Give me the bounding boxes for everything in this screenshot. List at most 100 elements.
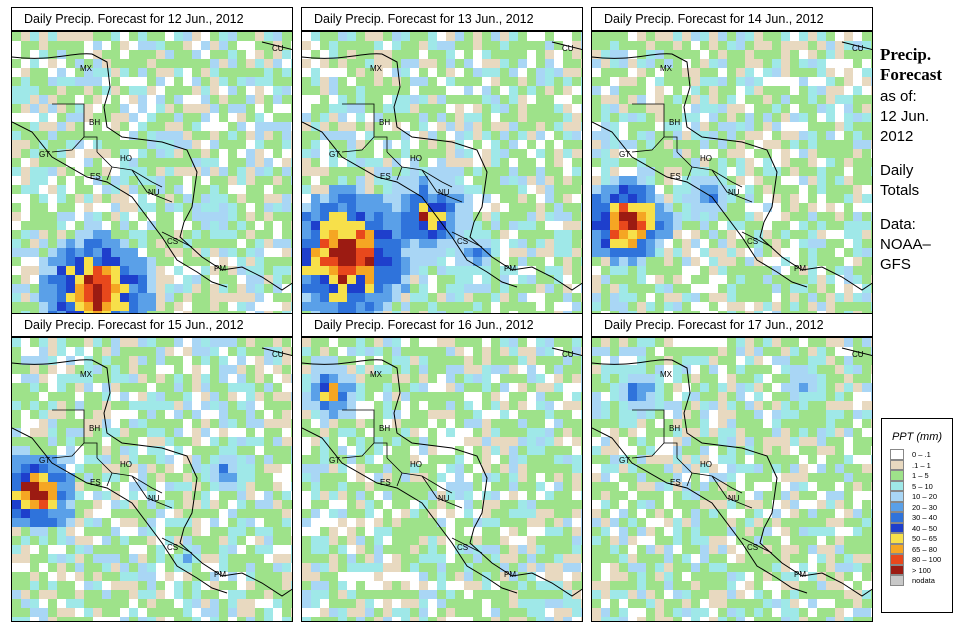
country-label: MX <box>660 370 672 379</box>
country-label: NU <box>438 494 450 503</box>
panel-title: Daily Precip. Forecast for 14 Jun., 2012 <box>591 7 873 31</box>
country-label: CS <box>457 237 469 246</box>
legend-swatch <box>890 554 904 565</box>
legend-swatch <box>890 501 904 512</box>
legend-swatch <box>890 470 904 481</box>
country-label: BH <box>379 424 391 433</box>
country-label: HO <box>700 154 712 163</box>
legend-swatch <box>890 449 904 460</box>
country-label: MX <box>370 64 382 73</box>
legend-label: > 100 <box>912 565 931 575</box>
country-label: NU <box>148 494 160 503</box>
country-label: PM <box>794 264 806 273</box>
country-label: GT <box>329 150 341 159</box>
country-label: PM <box>794 570 806 579</box>
legend-row: 20 – 30 <box>882 501 952 512</box>
legend-row: 10 – 20 <box>882 491 952 502</box>
forecast-panel: Daily Precip. Forecast for 15 Jun., 2012… <box>11 313 293 622</box>
country-label: ES <box>380 172 391 181</box>
panel-title: Daily Precip. Forecast for 17 Jun., 2012 <box>591 313 873 337</box>
legend-row: 80 – 100 <box>882 554 952 565</box>
asof-year: 2012 <box>880 128 914 145</box>
country-label: CS <box>167 543 179 552</box>
country-label: HO <box>410 460 422 469</box>
legend-row: 50 – 65 <box>882 533 952 544</box>
country-label: BH <box>669 118 681 127</box>
data-label: Data: <box>880 216 916 233</box>
precip-map: MX CU BH GT HO ES NU CS PM <box>301 337 583 622</box>
precip-map: MX CU BH GT HO ES NU CS PM <box>301 31 583 316</box>
country-label: PM <box>504 570 516 579</box>
legend-swatch <box>890 459 904 470</box>
legend-row: 5 – 10 <box>882 480 952 491</box>
country-label: HO <box>120 154 132 163</box>
totals-label-2: Totals <box>880 182 920 199</box>
country-label: CU <box>272 44 284 53</box>
legend-label: 20 – 30 <box>912 502 938 512</box>
panel-title: Daily Precip. Forecast for 15 Jun., 2012 <box>11 313 293 337</box>
legend-swatch <box>890 512 904 523</box>
country-label: NU <box>728 494 740 503</box>
country-label: BH <box>669 424 681 433</box>
country-label: NU <box>148 188 160 197</box>
country-label: NU <box>438 188 450 197</box>
country-label: BH <box>89 118 101 127</box>
country-label: BH <box>379 118 391 127</box>
side-title-line1: Precip. <box>880 45 932 64</box>
country-label: ES <box>380 478 391 487</box>
panel-title: Daily Precip. Forecast for 16 Jun., 2012 <box>301 313 583 337</box>
country-label: ES <box>90 478 101 487</box>
legend-row: 40 – 50 <box>882 522 952 533</box>
country-label: CS <box>167 237 179 246</box>
country-label: GT <box>619 456 631 465</box>
legend-row: nodata <box>882 575 952 586</box>
side-title-line2: Forecast <box>880 65 942 84</box>
country-label: CU <box>562 44 574 53</box>
country-label: CU <box>562 350 574 359</box>
country-label: ES <box>670 478 681 487</box>
asof-label: as of: <box>880 88 917 105</box>
legend-label: 5 – 10 <box>912 481 933 491</box>
country-label: MX <box>80 64 92 73</box>
country-label: PM <box>214 264 226 273</box>
asof-date: 12 Jun. <box>880 108 930 125</box>
legend-swatch <box>890 575 904 586</box>
precip-map: MX CU BH GT HO ES NU CS PM <box>11 31 293 316</box>
legend-row: 0 – .1 <box>882 449 952 460</box>
legend-label: 0 – .1 <box>912 450 931 459</box>
forecast-panel: Daily Precip. Forecast for 13 Jun., 2012… <box>301 7 583 316</box>
legend-swatch <box>890 564 904 575</box>
country-label: HO <box>120 460 132 469</box>
country-label: PM <box>214 570 226 579</box>
legend-label: 80 – 100 <box>912 555 942 564</box>
legend-label: 50 – 65 <box>912 534 938 543</box>
legend-label: nodata <box>912 576 935 585</box>
country-label: MX <box>80 370 92 379</box>
forecast-panel: Daily Precip. Forecast for 12 Jun., 2012… <box>11 7 293 316</box>
country-label: BH <box>89 424 101 433</box>
legend-swatch <box>890 533 904 544</box>
country-label: ES <box>90 172 101 181</box>
country-label: HO <box>700 460 712 469</box>
data-source-1: NOAA– <box>880 236 931 253</box>
precip-map: MX CU BH GT HO ES NU CS PM <box>591 337 873 622</box>
country-label: PM <box>504 264 516 273</box>
forecast-panel: Daily Precip. Forecast for 14 Jun., 2012… <box>591 7 873 316</box>
panel-title: Daily Precip. Forecast for 13 Jun., 2012 <box>301 7 583 31</box>
legend-label: 65 – 80 <box>912 544 938 554</box>
legend-label: 40 – 50 <box>912 523 938 533</box>
country-label: MX <box>660 64 672 73</box>
panel-title: Daily Precip. Forecast for 12 Jun., 2012 <box>11 7 293 31</box>
legend-row: 65 – 80 <box>882 543 952 554</box>
country-label: GT <box>329 456 341 465</box>
legend-title: PPT (mm) <box>891 431 943 443</box>
country-label: GT <box>39 456 51 465</box>
totals-label-1: Daily <box>880 162 914 179</box>
legend-label: .1 – 1 <box>912 460 931 470</box>
legend-row: .1 – 1 <box>882 459 952 470</box>
legend-label: 10 – 20 <box>912 492 938 501</box>
legend-label: 30 – 40 <box>912 513 938 522</box>
country-label: CU <box>852 44 864 53</box>
legend-swatch <box>890 543 904 554</box>
